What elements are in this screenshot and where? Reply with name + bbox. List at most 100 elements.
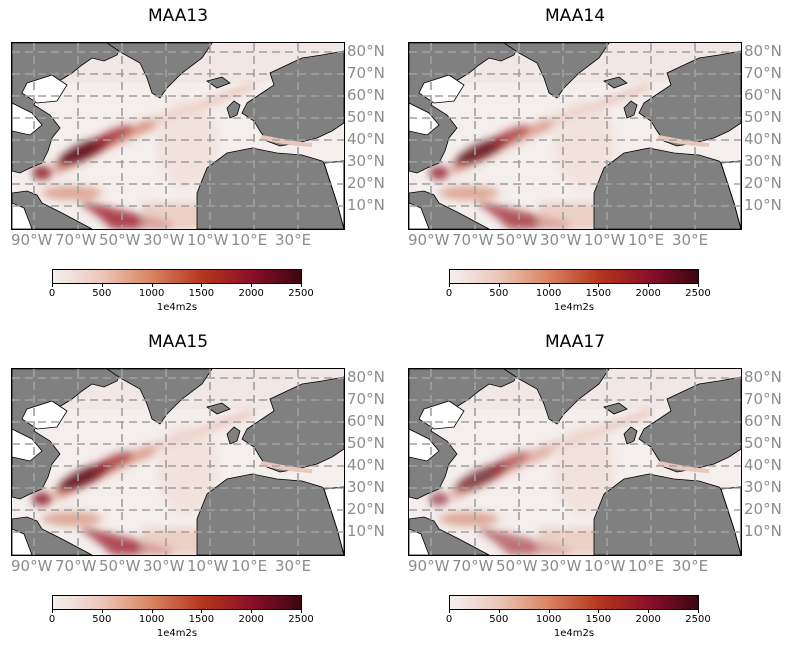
colorbar-tick-mark: [698, 610, 699, 613]
colorbar-tick-mark: [151, 284, 153, 287]
colorbar-tick-label: 2500: [685, 614, 711, 625]
graticule: [409, 369, 741, 555]
map-svg: [409, 369, 741, 555]
colorbar-tick-label: 1000: [535, 288, 562, 299]
colorbar-tick-label: 0: [445, 288, 453, 299]
colorbar-tick-label: 500: [489, 288, 509, 299]
greenland: [106, 369, 213, 425]
colorbar-label: 1e4m2s: [156, 302, 198, 313]
latitude-label: 50°N: [347, 434, 385, 452]
latitude-label: 30°N: [744, 478, 782, 496]
colorbar-tick-mark: [498, 284, 500, 287]
latitude-label: 70°N: [347, 390, 385, 408]
latitude-label: 60°N: [347, 86, 385, 104]
colorbar-label: 1e4m2s: [156, 628, 198, 639]
colorbar-tick-mark: [101, 610, 103, 613]
longitude-label: 30°W: [143, 557, 185, 575]
latitude-label: 10°N: [347, 196, 385, 214]
latitude-label: 60°N: [347, 412, 385, 430]
longitude-label: 10°E: [231, 557, 268, 575]
latitude-label: 40°N: [744, 130, 782, 148]
longitude-label: 90°W: [408, 557, 450, 575]
map-panel: MAA15 80°N 70°N 60°N 50°N 40°N 30°N 20°N 10°N 90°…: [0, 326, 392, 646]
latitude-label: 60°N: [744, 412, 782, 430]
latitude-label: 50°N: [744, 108, 782, 126]
map-svg: [409, 43, 741, 229]
map-area: [408, 42, 742, 230]
colorbar-tick-label: 1500: [585, 614, 612, 625]
greenland: [503, 43, 610, 99]
latitude-label: 80°N: [347, 42, 385, 60]
longitude-label: 70°W: [55, 231, 97, 249]
intensity-field: [429, 409, 651, 555]
map-panel: MAA13 80°N 70°N 60°N 50°N 40°N 30°N 20°N 10°N 90°…: [0, 0, 392, 320]
longitude-label: 10°E: [628, 231, 665, 249]
longitude-label: 50°W: [99, 231, 141, 249]
longitude-label: 30°W: [143, 231, 185, 249]
latitude-label: 70°N: [347, 64, 385, 82]
map-panel: MAA17 80°N 70°N 60°N 50°N 40°N 30°N 20°N 10°N 90°…: [397, 326, 789, 646]
latitude-label: 10°N: [744, 196, 782, 214]
colorbar-tick-mark: [251, 284, 253, 287]
latitude-label: 60°N: [744, 86, 782, 104]
pacific-region: [12, 528, 33, 555]
latitude-label: 30°N: [347, 478, 385, 496]
colorbar-tick-mark: [52, 284, 53, 287]
colorbar-tick-label: 2000: [635, 614, 661, 625]
latitude-label: 70°N: [744, 64, 782, 82]
mediterranean: [657, 461, 709, 473]
longitude-label: 10°W: [584, 557, 626, 575]
longitude-label: 30°W: [540, 231, 582, 249]
colorbar-tick-mark: [598, 284, 600, 287]
panel-title: MAA14: [544, 6, 606, 26]
longitude-label: 10°E: [628, 557, 665, 575]
colorbar-tick-label: 0: [48, 614, 56, 625]
longitude-label: 50°W: [496, 557, 538, 575]
british-isles: [623, 426, 638, 445]
latitude-label: 50°N: [347, 108, 385, 126]
longitude-label: 10°W: [187, 557, 229, 575]
longitude-label: 30°E: [275, 231, 312, 249]
colorbar-tick-mark: [449, 610, 450, 613]
longitude-label: 90°W: [11, 231, 53, 249]
graticule: [409, 43, 741, 229]
africa: [593, 473, 741, 555]
colorbar-tick-mark: [449, 284, 450, 287]
colorbar-tick-label: 1000: [138, 614, 165, 625]
latitude-label: 80°N: [744, 42, 782, 60]
colorbar-tick-label: 2500: [288, 614, 314, 625]
africa: [593, 147, 741, 229]
longitude-label: 10°W: [187, 231, 229, 249]
colorbar-tick-label: 2500: [288, 288, 314, 299]
british-isles: [623, 100, 638, 119]
latitude-label: 40°N: [347, 456, 385, 474]
longitude-label: 50°W: [99, 557, 141, 575]
colorbar-tick-label: 500: [92, 614, 112, 625]
colorbar-tick-label: 0: [48, 288, 56, 299]
british-isles: [226, 100, 241, 119]
mediterranean: [260, 461, 312, 473]
iceland: [603, 402, 628, 415]
colorbar-tick-mark: [201, 284, 203, 287]
colorbar-tick-mark: [101, 284, 103, 287]
iceland: [206, 402, 231, 415]
latitude-label: 40°N: [347, 130, 385, 148]
map-area: [11, 42, 345, 230]
colorbar-tick-label: 2000: [238, 288, 264, 299]
colorbar-tick-label: 1000: [535, 614, 562, 625]
greenland: [106, 43, 213, 99]
latitude-label: 30°N: [744, 152, 782, 170]
latitude-label: 70°N: [744, 390, 782, 408]
colorbar-tick-label: 2000: [238, 614, 264, 625]
latitude-label: 40°N: [744, 456, 782, 474]
latitude-label: 80°N: [744, 368, 782, 386]
mediterranean: [657, 135, 709, 147]
latitude-label: 20°N: [347, 174, 385, 192]
longitude-label: 50°W: [496, 231, 538, 249]
mediterranean: [260, 135, 312, 147]
colorbar-tick-mark: [201, 610, 203, 613]
panel-title: MAA17: [544, 332, 606, 352]
colorbar-tick-label: 1500: [188, 614, 215, 625]
colorbar-tick-mark: [548, 284, 550, 287]
map-area: [408, 368, 742, 556]
